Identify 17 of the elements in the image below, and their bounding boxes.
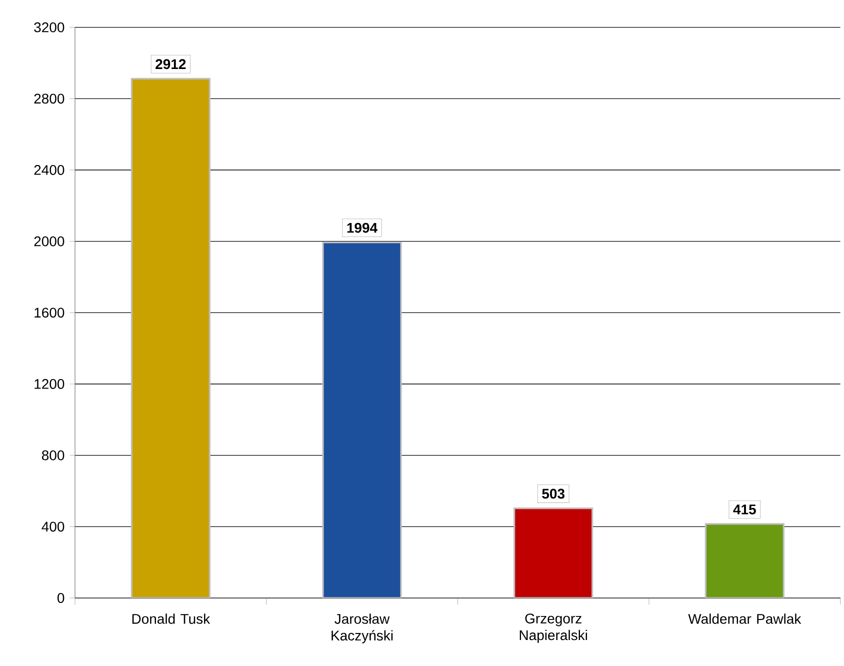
y-tick-label: 2000	[34, 236, 64, 246]
x-tick-label: Grzegorz Napieralski	[520, 614, 588, 643]
y-tick-label: 1600	[34, 308, 64, 318]
data-label: 2912	[156, 59, 186, 70]
y-tick-label: 400	[42, 522, 64, 532]
x-tick-label: Waldemar Pawlak	[688, 614, 802, 624]
x-tick-label: Jarosław Kaczyński	[332, 614, 393, 644]
data-label: 1994	[347, 222, 378, 233]
y-tick-label: 2400	[34, 165, 64, 175]
y-tick-label: 800	[42, 450, 64, 460]
y-tick-label: 3200	[34, 22, 64, 32]
y-tick-label: 0	[57, 593, 64, 603]
data-label: 503	[542, 488, 564, 499]
data-label: 415	[733, 504, 756, 514]
y-tick-label: 2800	[34, 94, 64, 104]
y-tick-label: 1200	[34, 379, 64, 389]
x-tick-label: Donald Tusk	[132, 614, 210, 624]
